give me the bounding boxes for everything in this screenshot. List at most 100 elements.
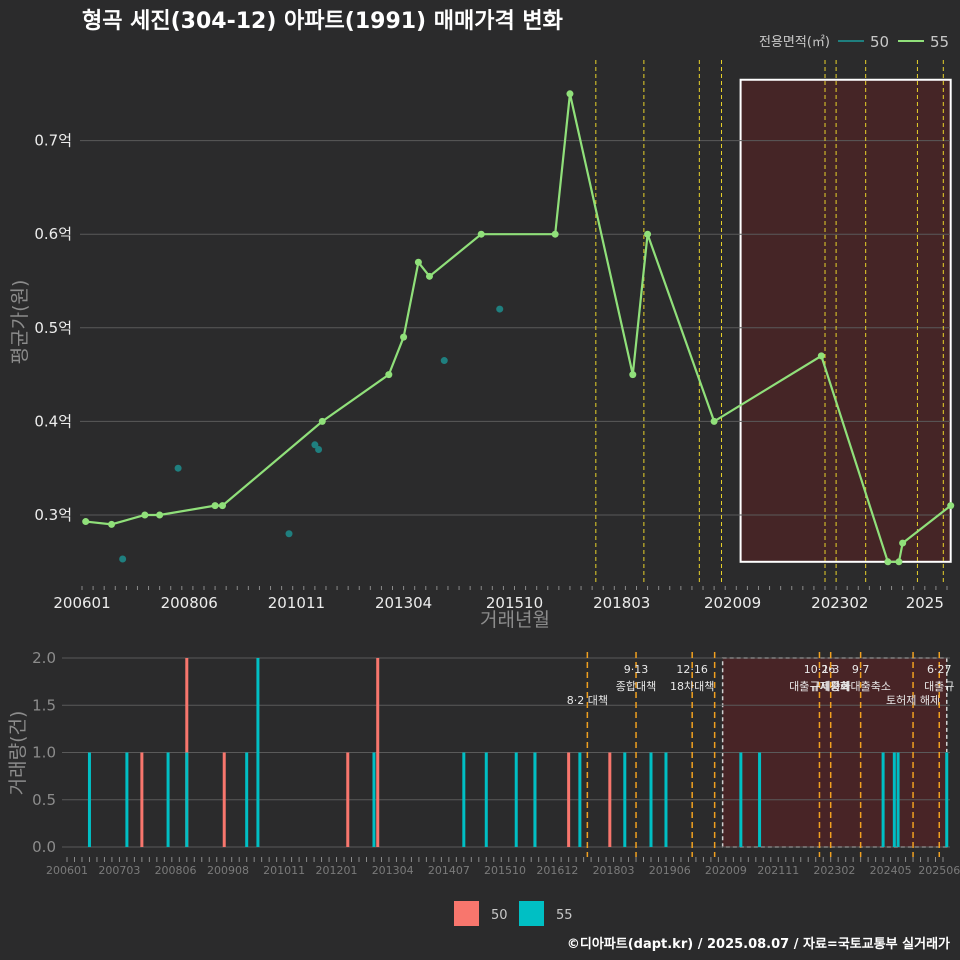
series-50-point [440, 357, 448, 365]
bottom-x-tick-label: 202009 [705, 864, 747, 877]
bar-55 [649, 752, 653, 847]
legend-label-55: 55 [930, 33, 949, 51]
chart-title: 형곡 세진(304-12) 아파트(1991) 매매가격 변화 [82, 9, 563, 34]
bottom-y-tick-label: 2.0 [32, 649, 56, 667]
policy-label: 12·16 [676, 663, 708, 676]
series-55-point [211, 502, 219, 510]
bottom-x-tick-label: 201407 [428, 864, 470, 877]
legend-title: 전용면적(㎡) [759, 35, 830, 50]
bottom-x-tick-label: 200806 [155, 864, 197, 877]
bar-55 [664, 752, 668, 847]
source-caption: ©디아파트(dapt.kr) / 2025.08.07 / 자료=국토교통부 실… [567, 936, 950, 952]
bar-55 [758, 752, 762, 847]
top-x-tick-label: 2025 [906, 594, 944, 612]
bar-55 [881, 752, 885, 847]
top-x-tick-label: 202009 [704, 594, 761, 612]
top-y-tick-label: 0.4억 [34, 412, 72, 430]
bottom-x-tick-label: 202506 [918, 864, 960, 877]
bottom-y-tick-label: 0.5 [32, 791, 56, 809]
top-x-tick-label: 201304 [375, 594, 432, 612]
series-50-point [285, 530, 293, 538]
series-55-point [947, 502, 955, 510]
bar-55 [892, 752, 896, 847]
policy-label: 특례대출축소 [830, 680, 891, 693]
series-55-point [566, 90, 574, 98]
bar-55 [185, 752, 189, 847]
top-x-tick-label: 201510 [486, 594, 543, 612]
series-50-point [315, 445, 323, 453]
series-50-point [119, 555, 127, 563]
bar-50 [376, 658, 380, 847]
series-55-point [425, 272, 433, 280]
top-y-tick-label: 0.7억 [34, 132, 72, 150]
bar-55 [87, 752, 91, 847]
policy-label: 9·7 [852, 663, 870, 676]
bottom-legend-label-50: 50 [491, 908, 508, 923]
series-55-point [414, 258, 422, 266]
top-y-axis-title: 평균가(원) [9, 280, 31, 365]
bottom-x-tick-label: 201803 [593, 864, 635, 877]
series-55-point [895, 558, 903, 566]
bar-55 [514, 752, 518, 847]
bar-55 [896, 752, 900, 847]
top-x-tick-label: 202302 [811, 594, 868, 612]
policy-label: 18차대책 [670, 680, 714, 693]
top-y-tick-label: 0.5억 [34, 319, 72, 337]
bottom-x-tick-label: 201304 [372, 864, 414, 877]
series-55-point [710, 417, 718, 425]
policy-label: 규제완화 [810, 680, 850, 693]
series-55-point [400, 333, 408, 341]
bottom-x-tick-label: 202405 [870, 864, 912, 877]
bottom-x-tick-label: 201201 [316, 864, 358, 877]
bottom-x-tick-label: 201612 [536, 864, 578, 877]
bar-55 [945, 752, 949, 847]
series-55-point [551, 230, 559, 238]
bar-55 [256, 658, 260, 847]
series-50-point [174, 464, 182, 472]
bottom-x-tick-label: 201011 [263, 864, 305, 877]
legend-label-50: 50 [870, 33, 889, 51]
policy-label: 10·26 [804, 663, 836, 676]
policy-label: 토허제 해제 [886, 693, 940, 707]
legend-box-50 [454, 901, 479, 926]
bottom-x-tick-label: 200601 [46, 864, 88, 877]
bottom-y-tick-label: 1.5 [32, 696, 56, 714]
bar-55 [533, 752, 537, 847]
bar-55 [462, 752, 466, 847]
policy-label: 종합대책 [616, 680, 656, 693]
bottom-x-tick-label: 202111 [757, 864, 799, 877]
bar-55 [623, 752, 627, 847]
series-55-point [629, 371, 637, 379]
top-x-tick-label: 201803 [593, 594, 650, 612]
top-highlight-box [739, 78, 952, 563]
bottom-x-tick-label: 201906 [649, 864, 691, 877]
policy-label: 8·2 대책 [567, 694, 608, 707]
bottom-legend-label-55: 55 [556, 908, 573, 923]
series-55-point [318, 417, 326, 425]
policy-label: 대출규제강화 [789, 680, 850, 693]
top-y-tick-label: 0.3억 [34, 506, 72, 524]
bar-50 [567, 752, 571, 847]
series-55-point [156, 511, 164, 519]
bar-50 [608, 752, 612, 847]
bottom-x-tick-label: 200703 [98, 864, 140, 877]
bar-50 [222, 752, 226, 847]
bottom-plot-area: 0.0 0.5 1.0 1.5 2.0 8·2 대책 9·13 종합대책 12·16 18차대책 1… [32, 649, 960, 877]
series-55-point [141, 511, 149, 519]
bar-55 [166, 752, 170, 847]
series-55-line [85, 93, 952, 563]
top-x-tick-label: 201011 [268, 594, 325, 612]
series-55-point [899, 539, 907, 547]
bar-55 [125, 752, 129, 847]
top-x-tick-label: 200806 [161, 594, 218, 612]
policy-label: 6·27 [927, 663, 952, 676]
series-55-point [644, 230, 652, 238]
bar-55 [484, 752, 488, 847]
legend-box-55 [519, 901, 544, 926]
bar-55 [578, 752, 582, 847]
policy-label: 대출규 [924, 680, 954, 693]
series-55-point [82, 518, 90, 526]
series-55-point [884, 558, 892, 566]
series-55-point [108, 520, 116, 528]
